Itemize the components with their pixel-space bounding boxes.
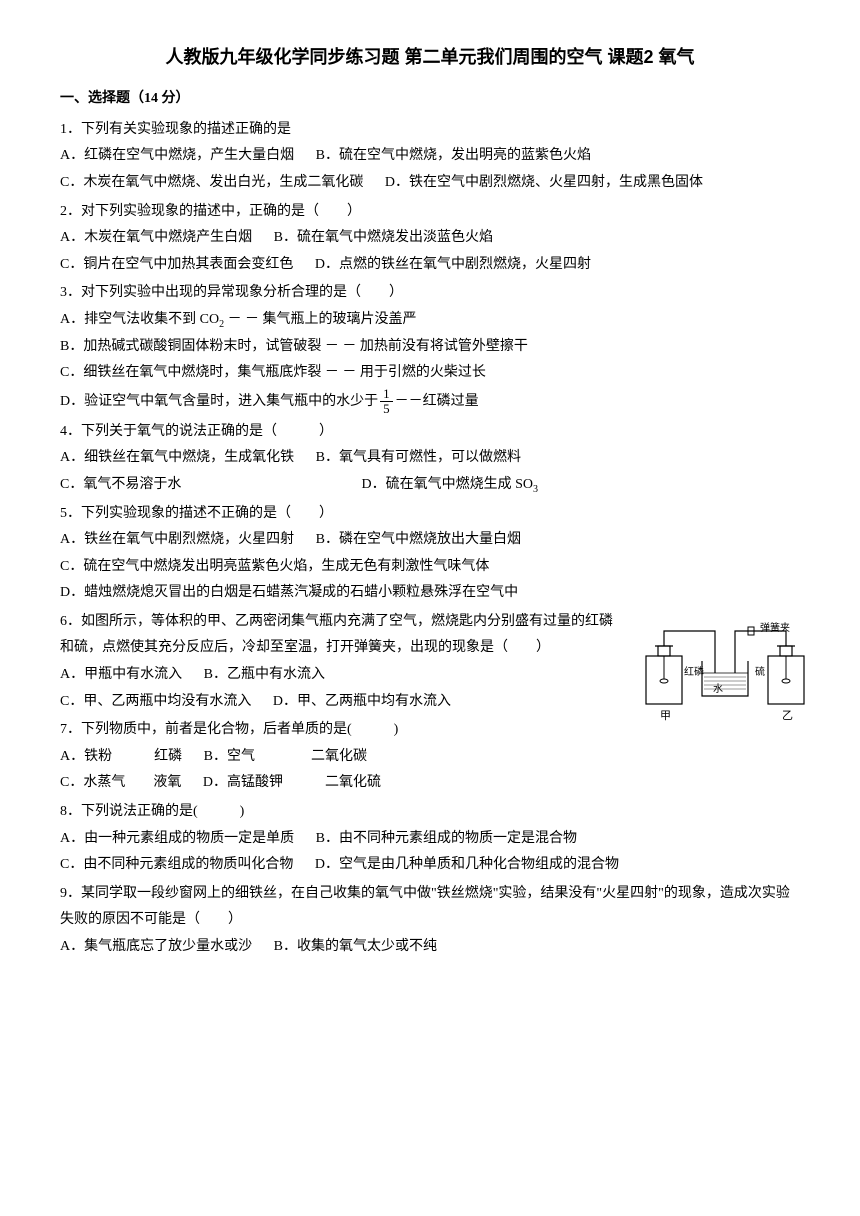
q3-a-post: － － 集气瓶上的玻璃片没盖严 xyxy=(224,312,417,327)
q2-option-a: A．木炭在氧气中燃烧产生白烟 xyxy=(60,230,252,245)
apparatus-figure: 弹簧夹 红磷 硫 水 甲 乙 xyxy=(640,621,810,721)
q3-option-d: D．验证空气中氧气含量时，进入集气瓶中的水少于15－－红磷过量 xyxy=(60,387,800,417)
q7-option-b: B．空气 二氧化碳 xyxy=(204,749,367,764)
question-2: 2．对下列实验现象的描述中，正确的是（ ） A．木炭在氧气中燃烧产生白烟 B．硫… xyxy=(60,199,800,279)
q5-option-d: D．蜡烛燃烧熄灭冒出的白烟是石蜡蒸汽凝成的石蜡小颗粒悬殊浮在空气中 xyxy=(60,580,800,607)
question-5: 5．下列实验现象的描述不正确的是（ ） A．铁丝在氧气中剧烈燃烧，火星四射 B．… xyxy=(60,501,800,607)
question-3: 3．对下列实验中出现的异常现象分析合理的是（ ） A．排空气法收集不到 CO2 … xyxy=(60,280,800,416)
q6-option-c: C．甲、乙两瓶中均没有水流入 xyxy=(60,694,251,709)
q3-d-pre: D．验证空气中氧气含量时，进入集气瓶中的水少于 xyxy=(60,394,378,409)
q4-option-b: B．氧气具有可燃性，可以做燃料 xyxy=(316,450,521,465)
q4-d-pre: D．硫在氧气中燃烧生成 SO xyxy=(362,477,534,492)
q4-stem: 4．下列关于氧气的说法正确的是（ ） xyxy=(60,419,800,446)
q2-option-b: B．硫在氧气中燃烧发出淡蓝色火焰 xyxy=(274,230,493,245)
question-9: 9．某同学取一段纱窗网上的细铁丝，在自己收集的氧气中做"铁丝燃烧"实验，结果没有… xyxy=(60,881,800,961)
q9-option-a: A．集气瓶底忘了放少量水或沙 xyxy=(60,939,252,954)
q2-stem: 2．对下列实验现象的描述中，正确的是（ ） xyxy=(60,199,800,226)
q3-stem: 3．对下列实验中出现的异常现象分析合理的是（ ） xyxy=(60,280,800,307)
q6-option-b: B．乙瓶中有水流入 xyxy=(204,667,325,682)
q2-option-d: D．点燃的铁丝在氧气中剧烈燃烧，火星四射 xyxy=(315,257,591,272)
q5-option-a: A．铁丝在氧气中剧烈燃烧，火星四射 xyxy=(60,532,294,547)
water-label: 水 xyxy=(713,683,723,695)
question-6: 弹簧夹 红磷 硫 水 甲 乙 6．如图所示，等体积的甲、乙两密闭集气瓶内充满了空… xyxy=(60,609,800,715)
apparatus-svg-icon: 弹簧夹 红磷 硫 水 甲 乙 xyxy=(640,621,810,726)
q5-stem: 5．下列实验现象的描述不正确的是（ ） xyxy=(60,501,800,528)
section-header: 一、选择题（14 分） xyxy=(60,86,800,113)
q3-a-pre: A．排空气法收集不到 CO xyxy=(60,312,219,327)
red-p-label: 红磷 xyxy=(684,665,704,678)
q6-stem: 6．如图所示，等体积的甲、乙两密闭集气瓶内充满了空气，燃烧匙内分别盛有过量的红磷… xyxy=(60,609,620,662)
q6-option-d: D．甲、乙两瓶中均有水流入 xyxy=(273,694,451,709)
q7-option-a: A．铁粉 红磷 xyxy=(60,749,182,764)
q2-option-c: C．铜片在空气中加热其表面会变红色 xyxy=(60,257,293,272)
q7-stem: 7．下列物质中，前者是化合物，后者单质的是( ) xyxy=(60,717,800,744)
q1-option-a: A．红磷在空气中燃烧，产生大量白烟 xyxy=(60,148,294,163)
q3-option-a: A．排空气法收集不到 CO2 － － 集气瓶上的玻璃片没盖严 xyxy=(60,307,800,334)
q3-option-b: B．加热碱式碳酸铜固体粉末时，试管破裂 － － 加热前没有将试管外壁擦干 xyxy=(60,334,800,361)
q3-d-post: －－红磷过量 xyxy=(395,394,479,409)
question-7: 7．下列物质中，前者是化合物，后者单质的是( ) A．铁粉 红磷 B．空气 二氧… xyxy=(60,717,800,797)
fraction-den: 5 xyxy=(380,402,393,416)
q8-stem: 8．下列说法正确的是( ) xyxy=(60,799,800,826)
spring-clip-label: 弹簧夹 xyxy=(760,621,790,634)
question-8: 8．下列说法正确的是( ) A．由一种元素组成的物质一定是单质 B．由不同种元素… xyxy=(60,799,800,879)
q1-option-b: B．硫在空气中燃烧，发出明亮的蓝紫色火焰 xyxy=(316,148,591,163)
q5-option-c: C．硫在空气中燃烧发出明亮蓝紫色火焰，生成无色有刺激性气味气体 xyxy=(60,554,800,581)
q4-option-d: D．硫在氧气中燃烧生成 SO3 xyxy=(362,477,539,492)
question-1: 1．下列有关实验现象的描述正确的是 A．红磷在空气中燃烧，产生大量白烟 B．硫在… xyxy=(60,117,800,197)
q8-option-a: A．由一种元素组成的物质一定是单质 xyxy=(60,831,294,846)
fraction-num: 1 xyxy=(380,387,393,402)
q3-option-c: C．细铁丝在氧气中燃烧时，集气瓶底炸裂 － － 用于引燃的火柴过长 xyxy=(60,360,800,387)
q8-option-d: D．空气是由几种单质和几种化合物组成的混合物 xyxy=(315,857,619,872)
sulfur-label: 硫 xyxy=(755,665,765,678)
q9-stem: 9．某同学取一段纱窗网上的细铁丝，在自己收集的氧气中做"铁丝燃烧"实验，结果没有… xyxy=(60,881,800,934)
q6-option-a: A．甲瓶中有水流入 xyxy=(60,667,182,682)
q9-option-b: B．收集的氧气太少或不纯 xyxy=(274,939,437,954)
question-4: 4．下列关于氧气的说法正确的是（ ） A．细铁丝在氧气中燃烧，生成氧化铁 B．氧… xyxy=(60,419,800,499)
q4-d-sub: 3 xyxy=(533,484,538,495)
q4-option-c: C．氧气不易溶于水 xyxy=(60,472,340,499)
fraction-icon: 15 xyxy=(380,387,393,417)
q8-option-b: B．由不同种元素组成的物质一定是混合物 xyxy=(316,831,577,846)
q8-option-c: C．由不同种元素组成的物质叫化合物 xyxy=(60,857,293,872)
q1-option-d: D．铁在空气中剧烈燃烧、火星四射，生成黑色固体 xyxy=(385,175,703,190)
q7-option-c: C．水蒸气 液氧 xyxy=(60,775,181,790)
page-title: 人教版九年级化学同步练习题 第二单元我们周围的空气 课题2 氧气 xyxy=(60,40,800,74)
q1-option-c: C．木炭在氧气中燃烧、发出白光，生成二氧化碳 xyxy=(60,175,363,190)
q7-option-d: D．高锰酸钾 二氧化硫 xyxy=(203,775,381,790)
q5-option-b: B．磷在空气中燃烧放出大量白烟 xyxy=(316,532,521,547)
q4-option-a: A．细铁丝在氧气中燃烧，生成氧化铁 xyxy=(60,450,294,465)
q1-stem: 1．下列有关实验现象的描述正确的是 xyxy=(60,117,800,144)
